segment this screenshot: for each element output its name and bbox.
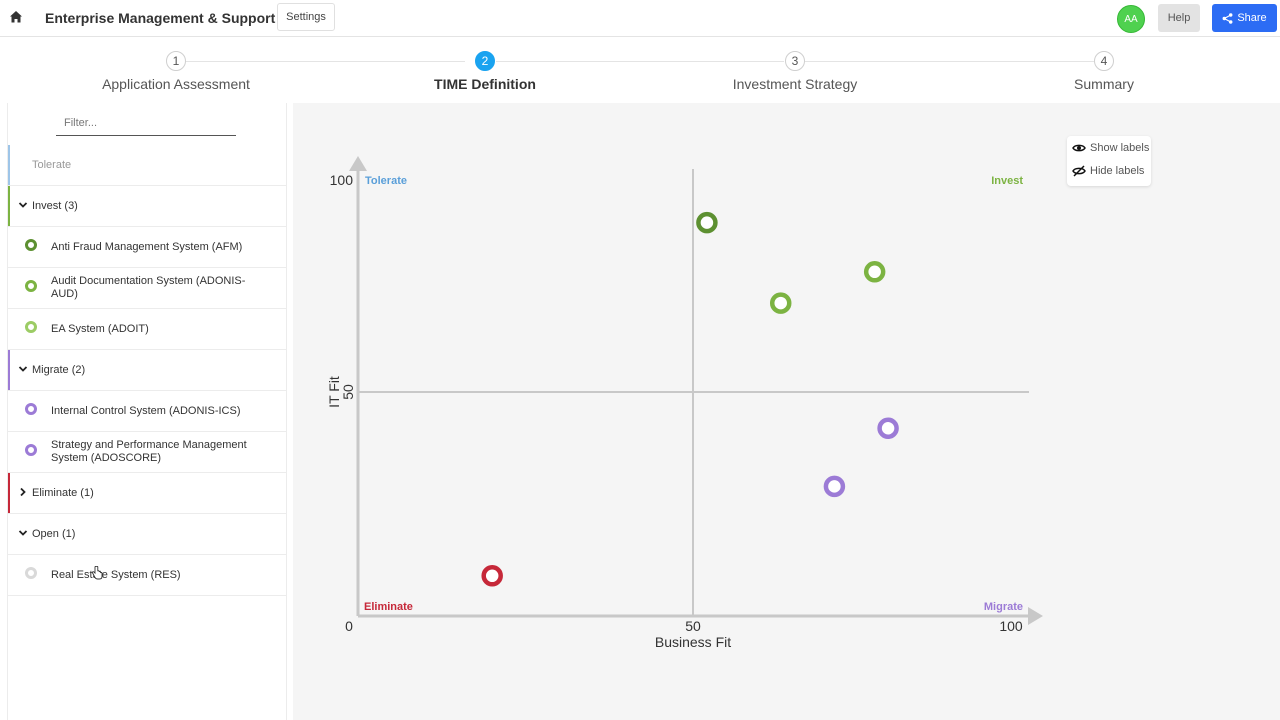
time-quadrant-chart: 0 50 100 Business Fit 100 50 IT Fit Tole… <box>326 156 1043 650</box>
group-open[interactable]: Open (1) <box>8 514 286 555</box>
step-number: 1 <box>166 51 186 71</box>
status-ring-icon <box>25 239 37 251</box>
step-label: TIME Definition <box>434 76 536 92</box>
group-invest[interactable]: Invest (3) <box>8 186 286 227</box>
list-item[interactable]: Internal Control System (ADONIS-ICS) <box>8 391 286 432</box>
chevron-down-icon[interactable] <box>18 528 28 538</box>
group-label: Tolerate <box>32 159 72 171</box>
y-axis-title: IT Fit <box>326 376 342 408</box>
step-time-definition[interactable]: 2 TIME Definition <box>375 51 595 92</box>
step-connector <box>496 61 784 62</box>
avatar[interactable]: AA <box>1117 5 1145 33</box>
step-application-assessment[interactable]: 1 Application Assessment <box>66 51 286 92</box>
step-label: Application Assessment <box>102 76 250 92</box>
status-ring-icon <box>25 403 37 415</box>
hide-labels-option[interactable]: Hide labels <box>1072 162 1144 180</box>
step-number: 4 <box>1094 51 1114 71</box>
home-icon[interactable] <box>9 10 23 24</box>
data-point-migrate-4[interactable] <box>823 475 846 498</box>
status-ring-icon <box>25 444 37 456</box>
quadrant-label-invest: Invest <box>991 175 1023 187</box>
group-tolerate[interactable]: Tolerate <box>8 145 286 186</box>
group-label: Invest (3) <box>32 200 78 212</box>
step-label: Summary <box>1074 76 1134 92</box>
eye-icon <box>1072 144 1086 152</box>
chart-panel: 0 50 100 Business Fit 100 50 IT Fit Tole… <box>293 103 1280 720</box>
show-labels-text: Show labels <box>1090 142 1150 154</box>
group-color-bar <box>8 350 10 390</box>
hide-labels-text: Hide labels <box>1090 165 1145 177</box>
item-label: Audit Documentation System (ADONIS-AUD) <box>51 275 246 300</box>
item-label: EA System (ADOIT) <box>51 322 149 335</box>
help-button[interactable]: Help <box>1158 4 1200 32</box>
filter-input[interactable] <box>56 110 236 136</box>
share-label: Share <box>1237 12 1267 24</box>
y-tick-label: 50 <box>340 384 356 400</box>
data-point-invest-1[interactable] <box>863 261 886 283</box>
step-label: Investment Strategy <box>732 76 858 92</box>
step-number: 2 <box>475 51 495 71</box>
hand-cursor-icon <box>91 566 103 580</box>
data-points <box>481 211 899 587</box>
top-bar: Enterprise Management & Support Settings… <box>0 0 1280 37</box>
quadrant-label-eliminate: Eliminate <box>364 601 413 613</box>
settings-button[interactable]: Settings <box>277 3 335 31</box>
group-color-bar <box>8 186 10 226</box>
chevron-down-icon[interactable] <box>18 200 28 210</box>
data-point-migrate-3[interactable] <box>877 417 899 440</box>
step-summary[interactable]: 4 Summary <box>994 51 1214 92</box>
x-tick-label: 100 <box>999 618 1023 634</box>
step-connector <box>805 61 1094 62</box>
y-tick-label: 100 <box>330 172 354 188</box>
list-item[interactable]: Strategy and Performance Management Syst… <box>8 432 286 473</box>
application-sidebar: Tolerate Invest (3) Anti Fraud Managemen… <box>7 103 287 720</box>
application-list: Tolerate Invest (3) Anti Fraud Managemen… <box>8 145 286 596</box>
y-axis-arrow <box>349 156 367 171</box>
group-label: Eliminate (1) <box>32 487 94 499</box>
chevron-right-icon[interactable] <box>18 487 28 497</box>
list-item[interactable]: EA System (ADOIT) <box>8 309 286 350</box>
step-connector <box>185 61 465 62</box>
data-point-eliminate-5[interactable] <box>481 565 503 587</box>
item-label: Internal Control System (ADONIS-ICS) <box>51 404 241 417</box>
list-item[interactable]: Real Estate System (RES) <box>8 555 286 596</box>
eye-slash-icon <box>1072 165 1086 177</box>
item-label: Real Estate System (RES) <box>51 568 181 581</box>
item-label: Strategy and Performance Management Syst… <box>51 439 247 464</box>
share-button[interactable]: Share <box>1212 4 1277 32</box>
group-migrate[interactable]: Migrate (2) <box>8 350 286 391</box>
quadrant-label-tolerate: Tolerate <box>365 175 407 187</box>
group-label: Open (1) <box>32 528 76 540</box>
chart-axes <box>349 156 1043 625</box>
data-point-invest-2[interactable] <box>769 292 792 314</box>
chevron-down-icon[interactable] <box>18 364 28 374</box>
data-point-invest-0[interactable] <box>696 211 718 234</box>
status-ring-icon <box>25 321 37 333</box>
group-color-bar <box>8 145 10 185</box>
labels-toggle-panel: Show labels Hide labels <box>1067 136 1151 186</box>
group-label: Migrate (2) <box>32 364 86 376</box>
x-axis-title: Business Fit <box>655 634 731 650</box>
step-investment-strategy[interactable]: 3 Investment Strategy <box>685 51 905 92</box>
wizard-stepper: 1 Application Assessment 2 TIME Definiti… <box>0 37 1280 103</box>
x-tick-label: 0 <box>345 618 353 634</box>
share-icon <box>1222 12 1233 24</box>
status-ring-icon <box>25 280 37 292</box>
item-label: Anti Fraud Management System (AFM) <box>51 240 243 253</box>
app-title: Enterprise Management & Support <box>45 10 276 26</box>
list-item[interactable]: Anti Fraud Management System (AFM) <box>8 227 286 268</box>
group-eliminate[interactable]: Eliminate (1) <box>8 473 286 514</box>
list-item[interactable]: Audit Documentation System (ADONIS-AUD) <box>8 268 286 309</box>
x-axis-arrow <box>1028 607 1043 625</box>
status-ring-icon <box>25 567 37 579</box>
step-number: 3 <box>785 51 805 71</box>
show-labels-option[interactable]: Show labels <box>1072 139 1149 157</box>
x-tick-label: 50 <box>685 618 701 634</box>
quadrant-label-migrate: Migrate <box>984 601 1023 613</box>
group-color-bar <box>8 473 10 513</box>
